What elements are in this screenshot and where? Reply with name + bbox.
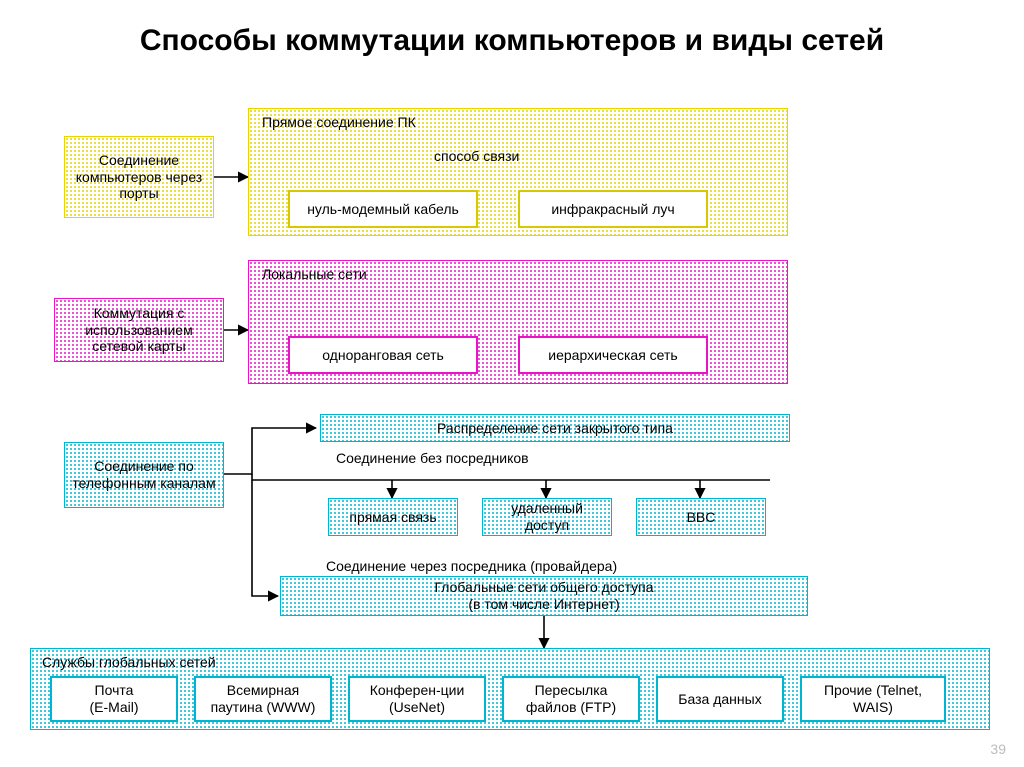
service-box-1: Всемирная паутина (WWW) bbox=[194, 676, 332, 722]
global-title-line1: Глобальные сети общего доступа bbox=[434, 579, 653, 596]
group3-left-box: Соединение по телефонным каналам bbox=[64, 442, 224, 508]
group1-method-label: способ связи bbox=[434, 148, 519, 164]
group1-left-box: Соединение компьютеров через порты bbox=[64, 136, 214, 218]
service-box-5: Прочие (Telnet, WAIS) bbox=[800, 676, 946, 722]
group1-title: Прямое соединение ПК bbox=[262, 114, 416, 130]
services-title: Службы глобальных сетей bbox=[42, 654, 216, 670]
service-box-4: База данных bbox=[656, 676, 784, 722]
group1-child-0: нуль-модемный кабель bbox=[288, 190, 478, 228]
closed-network-box: Распределение сети закрытого типа bbox=[320, 414, 790, 442]
global-title-line2: (в том числе Интернет) bbox=[468, 596, 619, 613]
group2-child-0: одноранговая сеть bbox=[288, 336, 478, 374]
provider-connection-label: Соединение через посредника (провайдера) bbox=[326, 558, 617, 574]
direct-child-0: прямая связь bbox=[328, 498, 458, 536]
service-box-0: Почта (E-Mail) bbox=[50, 676, 178, 722]
group2-child-1: иерархическая сеть bbox=[518, 336, 708, 374]
direct-child-2: BBC bbox=[636, 498, 766, 536]
global-networks-box: Глобальные сети общего доступа (в том чи… bbox=[280, 576, 808, 616]
direct-connection-label: Соединение без посредников bbox=[336, 450, 529, 466]
group2-left-box: Коммутация с использованием сетевой карт… bbox=[54, 298, 224, 362]
group1-child-1: инфракрасный луч bbox=[518, 190, 708, 228]
service-box-2: Конферен-ции (UseNet) bbox=[348, 676, 486, 722]
page-title: Способы коммутации компьютеров и виды се… bbox=[0, 24, 1024, 58]
page-number: 39 bbox=[990, 741, 1006, 757]
direct-child-1: удаленный доступ bbox=[482, 498, 612, 536]
service-box-3: Пересылка файлов (FTP) bbox=[502, 676, 640, 722]
group2-title: Локальные сети bbox=[262, 266, 367, 282]
